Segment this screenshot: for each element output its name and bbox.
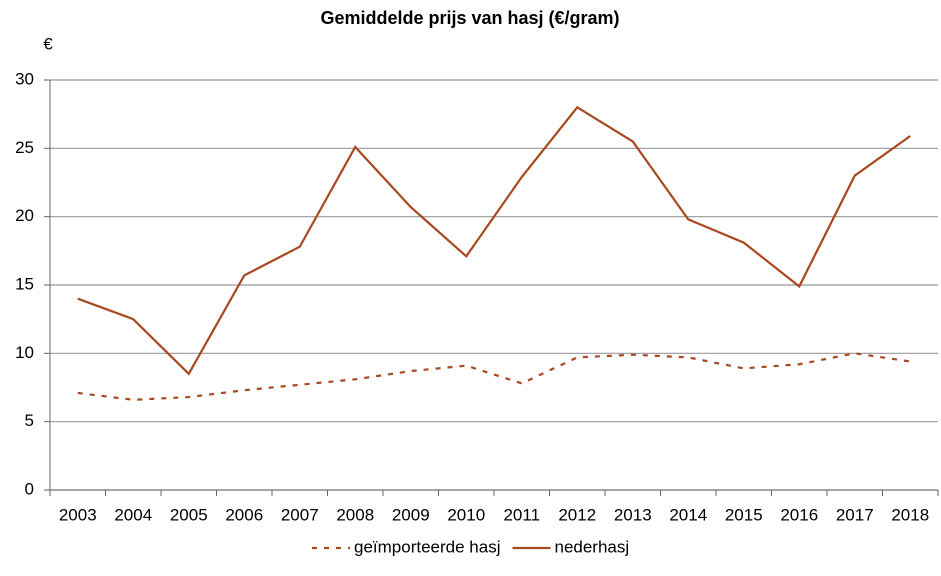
x-tick-label: 2006 (225, 505, 263, 524)
x-tick-label: 2015 (725, 505, 763, 524)
x-tick-label: 2005 (170, 505, 208, 524)
x-tick-label: 2008 (336, 505, 374, 524)
y-tick-label: 10 (15, 343, 34, 362)
x-tick-label: 2007 (281, 505, 319, 524)
y-tick-label: 15 (15, 274, 34, 293)
x-tick-label: 2018 (891, 505, 929, 524)
x-tick-label: 2016 (780, 505, 818, 524)
y-tick-label: 25 (15, 138, 34, 157)
series-line (77, 352, 911, 401)
x-tick-label: 2012 (558, 505, 596, 524)
x-tick-label: 2009 (392, 505, 430, 524)
x-tick-label: 2014 (669, 505, 707, 524)
x-tick-label: 2011 (503, 505, 540, 524)
legend-label: geïmporteerde hasj (354, 537, 500, 556)
y-tick-label: 0 (25, 479, 34, 498)
x-tick-label: 2010 (447, 505, 485, 524)
x-tick-label: 2004 (114, 505, 152, 524)
legend-label: nederhasj (554, 537, 629, 556)
y-tick-label: 20 (15, 206, 34, 225)
x-tick-label: 2017 (836, 505, 874, 524)
series-line (77, 105, 911, 376)
y-tick-label: 5 (25, 411, 34, 430)
y-axis-label: € (43, 34, 53, 53)
y-tick-label: 30 (15, 69, 34, 88)
x-tick-label: 2013 (614, 505, 652, 524)
x-tick-label: 2003 (59, 505, 97, 524)
chart-title: Gemiddelde prijs van hasj (€/gram) (320, 8, 619, 28)
